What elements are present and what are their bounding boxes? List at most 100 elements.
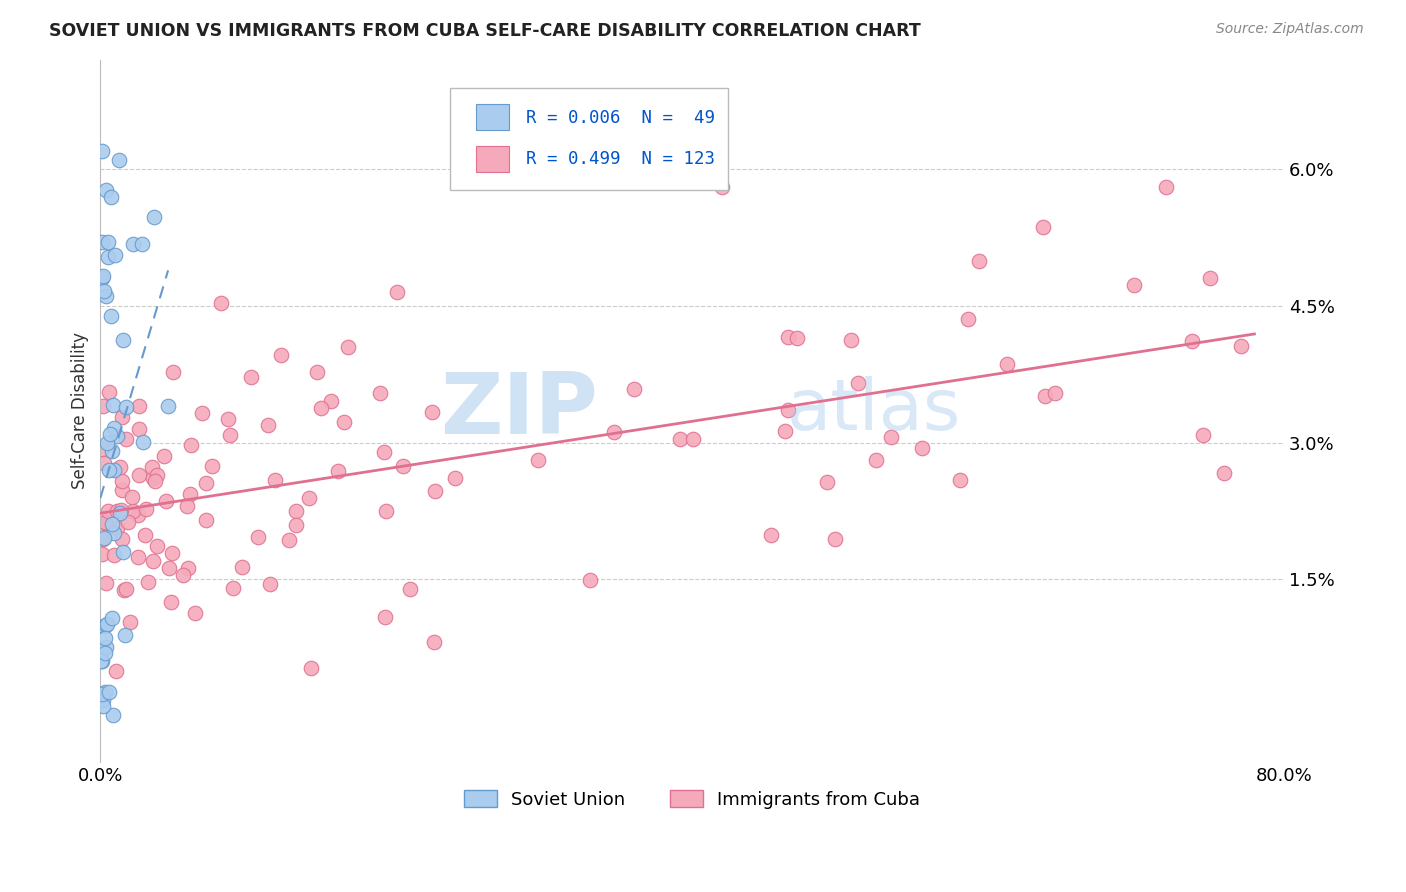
Immigrants from Cuba: [97, 504, 120, 518]
Immigrants from Cuba: [1154, 180, 1177, 194]
Soviet Union: [91, 269, 114, 284]
Immigrants from Cuba: [142, 471, 165, 485]
Immigrants from Cuba: [177, 561, 200, 575]
Immigrants from Cuba: [121, 491, 143, 505]
Soviet Union: [121, 237, 143, 252]
Soviet Union: [90, 654, 112, 668]
Immigrants from Cuba: [145, 467, 167, 482]
Immigrants from Cuba: [157, 561, 180, 575]
Soviet Union: [131, 236, 153, 251]
Immigrants from Cuba: [669, 432, 692, 446]
Immigrants from Cuba: [128, 422, 150, 436]
Soviet Union: [108, 506, 131, 520]
Soviet Union: [93, 699, 115, 714]
Soviet Union: [97, 685, 120, 699]
Immigrants from Cuba: [387, 285, 409, 300]
Immigrants from Cuba: [93, 455, 115, 469]
Soviet Union: [101, 443, 124, 458]
Soviet Union: [94, 617, 117, 632]
Immigrants from Cuba: [111, 410, 134, 425]
Immigrants from Cuba: [135, 502, 157, 516]
Soviet Union: [94, 640, 117, 654]
Soviet Union: [94, 288, 117, 302]
Soviet Union: [90, 235, 112, 249]
Soviet Union: [111, 545, 134, 559]
Immigrants from Cuba: [257, 417, 280, 432]
Immigrants from Cuba: [420, 405, 443, 419]
Immigrants from Cuba: [319, 393, 342, 408]
Immigrants from Cuba: [307, 365, 329, 379]
Immigrants from Cuba: [172, 567, 194, 582]
Soviet Union: [97, 235, 120, 249]
Immigrants from Cuba: [90, 547, 112, 561]
Immigrants from Cuba: [247, 530, 270, 544]
Immigrants from Cuba: [398, 582, 420, 596]
Soviet Union: [132, 434, 155, 449]
Immigrants from Cuba: [444, 471, 467, 485]
Immigrants from Cuba: [526, 453, 548, 467]
Immigrants from Cuba: [368, 385, 391, 400]
Immigrants from Cuba: [160, 546, 183, 560]
Immigrants from Cuba: [103, 548, 125, 562]
Immigrants from Cuba: [127, 550, 149, 565]
Immigrants from Cuba: [221, 581, 243, 595]
Immigrants from Cuba: [423, 483, 446, 498]
Immigrants from Cuba: [114, 582, 136, 596]
Immigrants from Cuba: [91, 532, 114, 546]
Immigrants from Cuba: [1212, 466, 1234, 480]
Soviet Union: [93, 618, 115, 632]
Soviet Union: [94, 646, 117, 660]
Soviet Union: [97, 250, 120, 264]
Immigrants from Cuba: [155, 493, 177, 508]
Immigrants from Cuba: [846, 376, 869, 391]
Soviet Union: [101, 611, 124, 625]
Immigrants from Cuba: [176, 500, 198, 514]
Immigrants from Cuba: [298, 491, 321, 505]
Immigrants from Cuba: [839, 334, 862, 348]
Immigrants from Cuba: [911, 441, 934, 455]
Immigrants from Cuba: [141, 459, 163, 474]
Soviet Union: [114, 628, 136, 642]
Immigrants from Cuba: [373, 445, 395, 459]
Immigrants from Cuba: [111, 474, 134, 488]
Soviet Union: [142, 211, 165, 225]
Immigrants from Cuba: [90, 442, 112, 457]
Immigrants from Cuba: [1230, 339, 1253, 353]
Immigrants from Cuba: [1032, 220, 1054, 235]
Immigrants from Cuba: [239, 370, 262, 384]
Immigrants from Cuba: [623, 382, 645, 396]
Immigrants from Cuba: [759, 528, 782, 542]
Soviet Union: [90, 655, 112, 669]
FancyBboxPatch shape: [450, 87, 728, 189]
Immigrants from Cuba: [93, 516, 115, 531]
Soviet Union: [100, 309, 122, 323]
Immigrants from Cuba: [93, 515, 115, 529]
Immigrants from Cuba: [957, 312, 980, 326]
Immigrants from Cuba: [217, 412, 239, 426]
Immigrants from Cuba: [778, 403, 800, 417]
Immigrants from Cuba: [337, 340, 360, 354]
Immigrants from Cuba: [880, 430, 903, 444]
Immigrants from Cuba: [112, 583, 135, 598]
Immigrants from Cuba: [392, 458, 415, 473]
Immigrants from Cuba: [108, 459, 131, 474]
Immigrants from Cuba: [110, 503, 132, 517]
Immigrants from Cuba: [218, 427, 240, 442]
Immigrants from Cuba: [91, 399, 114, 413]
Soviet Union: [105, 429, 128, 443]
FancyBboxPatch shape: [475, 146, 509, 172]
Immigrants from Cuba: [815, 475, 838, 489]
Text: Source: ZipAtlas.com: Source: ZipAtlas.com: [1216, 22, 1364, 37]
Immigrants from Cuba: [284, 504, 307, 518]
Immigrants from Cuba: [278, 533, 301, 548]
Immigrants from Cuba: [1043, 386, 1066, 401]
Immigrants from Cuba: [162, 365, 184, 379]
Immigrants from Cuba: [184, 606, 207, 620]
Soviet Union: [115, 400, 138, 414]
Legend: Soviet Union, Immigrants from Cuba: Soviet Union, Immigrants from Cuba: [457, 783, 928, 816]
Soviet Union: [103, 526, 125, 541]
Immigrants from Cuba: [120, 615, 142, 630]
Immigrants from Cuba: [134, 527, 156, 541]
Immigrants from Cuba: [195, 476, 218, 491]
Immigrants from Cuba: [98, 384, 121, 399]
